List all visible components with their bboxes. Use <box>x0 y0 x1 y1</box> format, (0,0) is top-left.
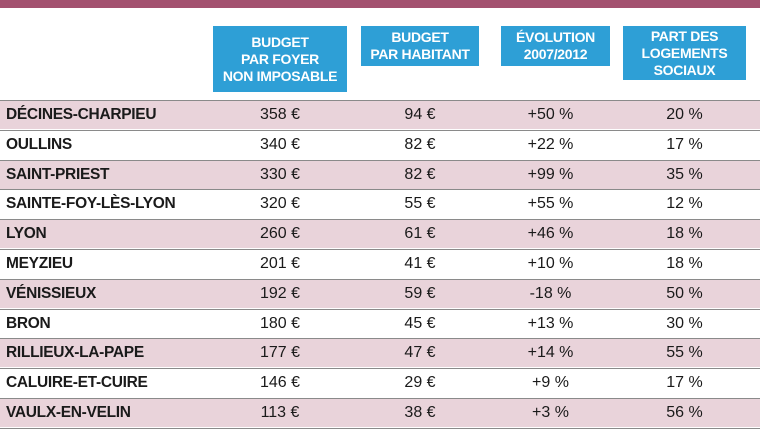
evolution-value: +55 % <box>527 195 574 213</box>
budget-par-foyer-value: 330 € <box>259 165 301 183</box>
part-logements-value: 35 % <box>666 165 703 183</box>
budget-par-habitant-value: 38 € <box>404 404 436 421</box>
budget-par-foyer-value: 201 € <box>259 255 301 272</box>
evolution-value: +46 % <box>527 225 574 243</box>
budget-par-habitant-value: 41 € <box>404 255 436 272</box>
evolution-value: +50 % <box>527 106 574 123</box>
budget-par-habitant-value: 61 € <box>404 225 436 243</box>
budget-par-habitant-value: 82 € <box>404 165 436 183</box>
part-logements-value: 30 % <box>666 314 703 332</box>
commune-name: OULLINS <box>6 135 72 153</box>
commune-name: LYON <box>6 225 47 243</box>
table-row: VAULX-EN-VELIN 113 € 38 € +3 % 56 % <box>0 398 760 427</box>
part-logements-value: 18 % <box>666 225 703 243</box>
budget-par-foyer-value: 146 € <box>259 374 301 392</box>
part-logements-value: 17 % <box>666 374 703 392</box>
header-budget-par-habitant: BUDGET PAR HABITANT <box>361 26 479 66</box>
commune-name: BRON <box>6 314 51 332</box>
commune-name: DÉCINES-CHARPIEU <box>6 106 157 123</box>
commune-name: SAINTE-FOY-LÈS-LYON <box>6 195 176 213</box>
table-row: OULLINS 340 € 82 € +22 % 17 % <box>0 129 760 159</box>
table-row: BRON 180 € 45 € +13 % 30 % <box>0 308 760 338</box>
evolution-value: +10 % <box>527 255 574 272</box>
budget-par-habitant-value: 45 € <box>404 314 436 332</box>
header-evolution: ÉVOLUTION 2007/2012 <box>501 26 610 66</box>
table-row: VÉNISSIEUX 192 € 59 € -18 % 50 % <box>0 278 760 308</box>
evolution-value: +22 % <box>527 135 574 153</box>
header-budget-par-foyer: BUDGET PAR FOYER NON IMPOSABLE <box>213 26 347 92</box>
part-logements-value: 56 % <box>666 404 703 421</box>
budget-par-foyer-value: 177 € <box>259 344 301 362</box>
part-logements-value: 18 % <box>666 255 703 272</box>
budget-par-habitant-value: 82 € <box>404 135 436 153</box>
commune-name: VAULX-EN-VELIN <box>6 404 131 421</box>
budget-par-habitant-value: 94 € <box>404 106 436 123</box>
budget-par-habitant-value: 55 € <box>404 195 436 213</box>
part-logements-value: 20 % <box>666 106 703 123</box>
evolution-value: +99 % <box>527 165 574 183</box>
commune-name: RILLIEUX-LA-PAPE <box>6 344 144 362</box>
budget-par-foyer-value: 358 € <box>259 106 301 123</box>
commune-name: MEYZIEU <box>6 255 73 272</box>
table-bottom-rule <box>0 428 760 429</box>
part-logements-value: 50 % <box>666 284 703 302</box>
budget-par-foyer-value: 340 € <box>259 135 301 153</box>
part-logements-value: 12 % <box>666 195 703 213</box>
commune-name: CALUIRE-ET-CUIRE <box>6 374 148 392</box>
budget-par-habitant-value: 29 € <box>404 374 436 392</box>
budget-par-foyer-value: 260 € <box>259 225 301 243</box>
budget-par-foyer-value: 192 € <box>259 284 301 302</box>
table-row: LYON 260 € 61 € +46 % 18 % <box>0 219 760 249</box>
commune-name: VÉNISSIEUX <box>6 284 97 302</box>
table-row: SAINTE-FOY-LÈS-LYON 320 € 55 € +55 % 12 % <box>0 189 760 219</box>
evolution-value: +9 % <box>532 374 569 392</box>
top-accent-band <box>0 0 760 8</box>
table-row: SAINT-PRIEST 330 € 82 € +99 % 35 % <box>0 159 760 189</box>
commune-name: SAINT-PRIEST <box>6 165 110 183</box>
evolution-value: -18 % <box>529 284 572 302</box>
budget-par-habitant-value: 59 € <box>404 284 436 302</box>
budget-par-foyer-value: 113 € <box>260 404 300 421</box>
table-row: MEYZIEU 201 € 41 € +10 % 18 % <box>0 249 760 278</box>
header-part-logements-sociaux: PART DES LOGEMENTS SOCIAUX <box>623 26 746 80</box>
table-row: CALUIRE-ET-CUIRE 146 € 29 € +9 % 17 % <box>0 368 760 398</box>
table-row: DÉCINES-CHARPIEU 358 € 94 € +50 % 20 % <box>0 100 760 129</box>
evolution-value: +3 % <box>532 404 569 421</box>
part-logements-value: 55 % <box>666 344 703 362</box>
table-row: RILLIEUX-LA-PAPE 177 € 47 € +14 % 55 % <box>0 338 760 368</box>
budget-par-foyer-value: 320 € <box>259 195 301 213</box>
budget-par-habitant-value: 47 € <box>404 344 436 362</box>
budget-par-foyer-value: 180 € <box>259 314 301 332</box>
evolution-value: +14 % <box>527 344 574 362</box>
part-logements-value: 17 % <box>666 135 703 153</box>
evolution-value: +13 % <box>527 314 574 332</box>
